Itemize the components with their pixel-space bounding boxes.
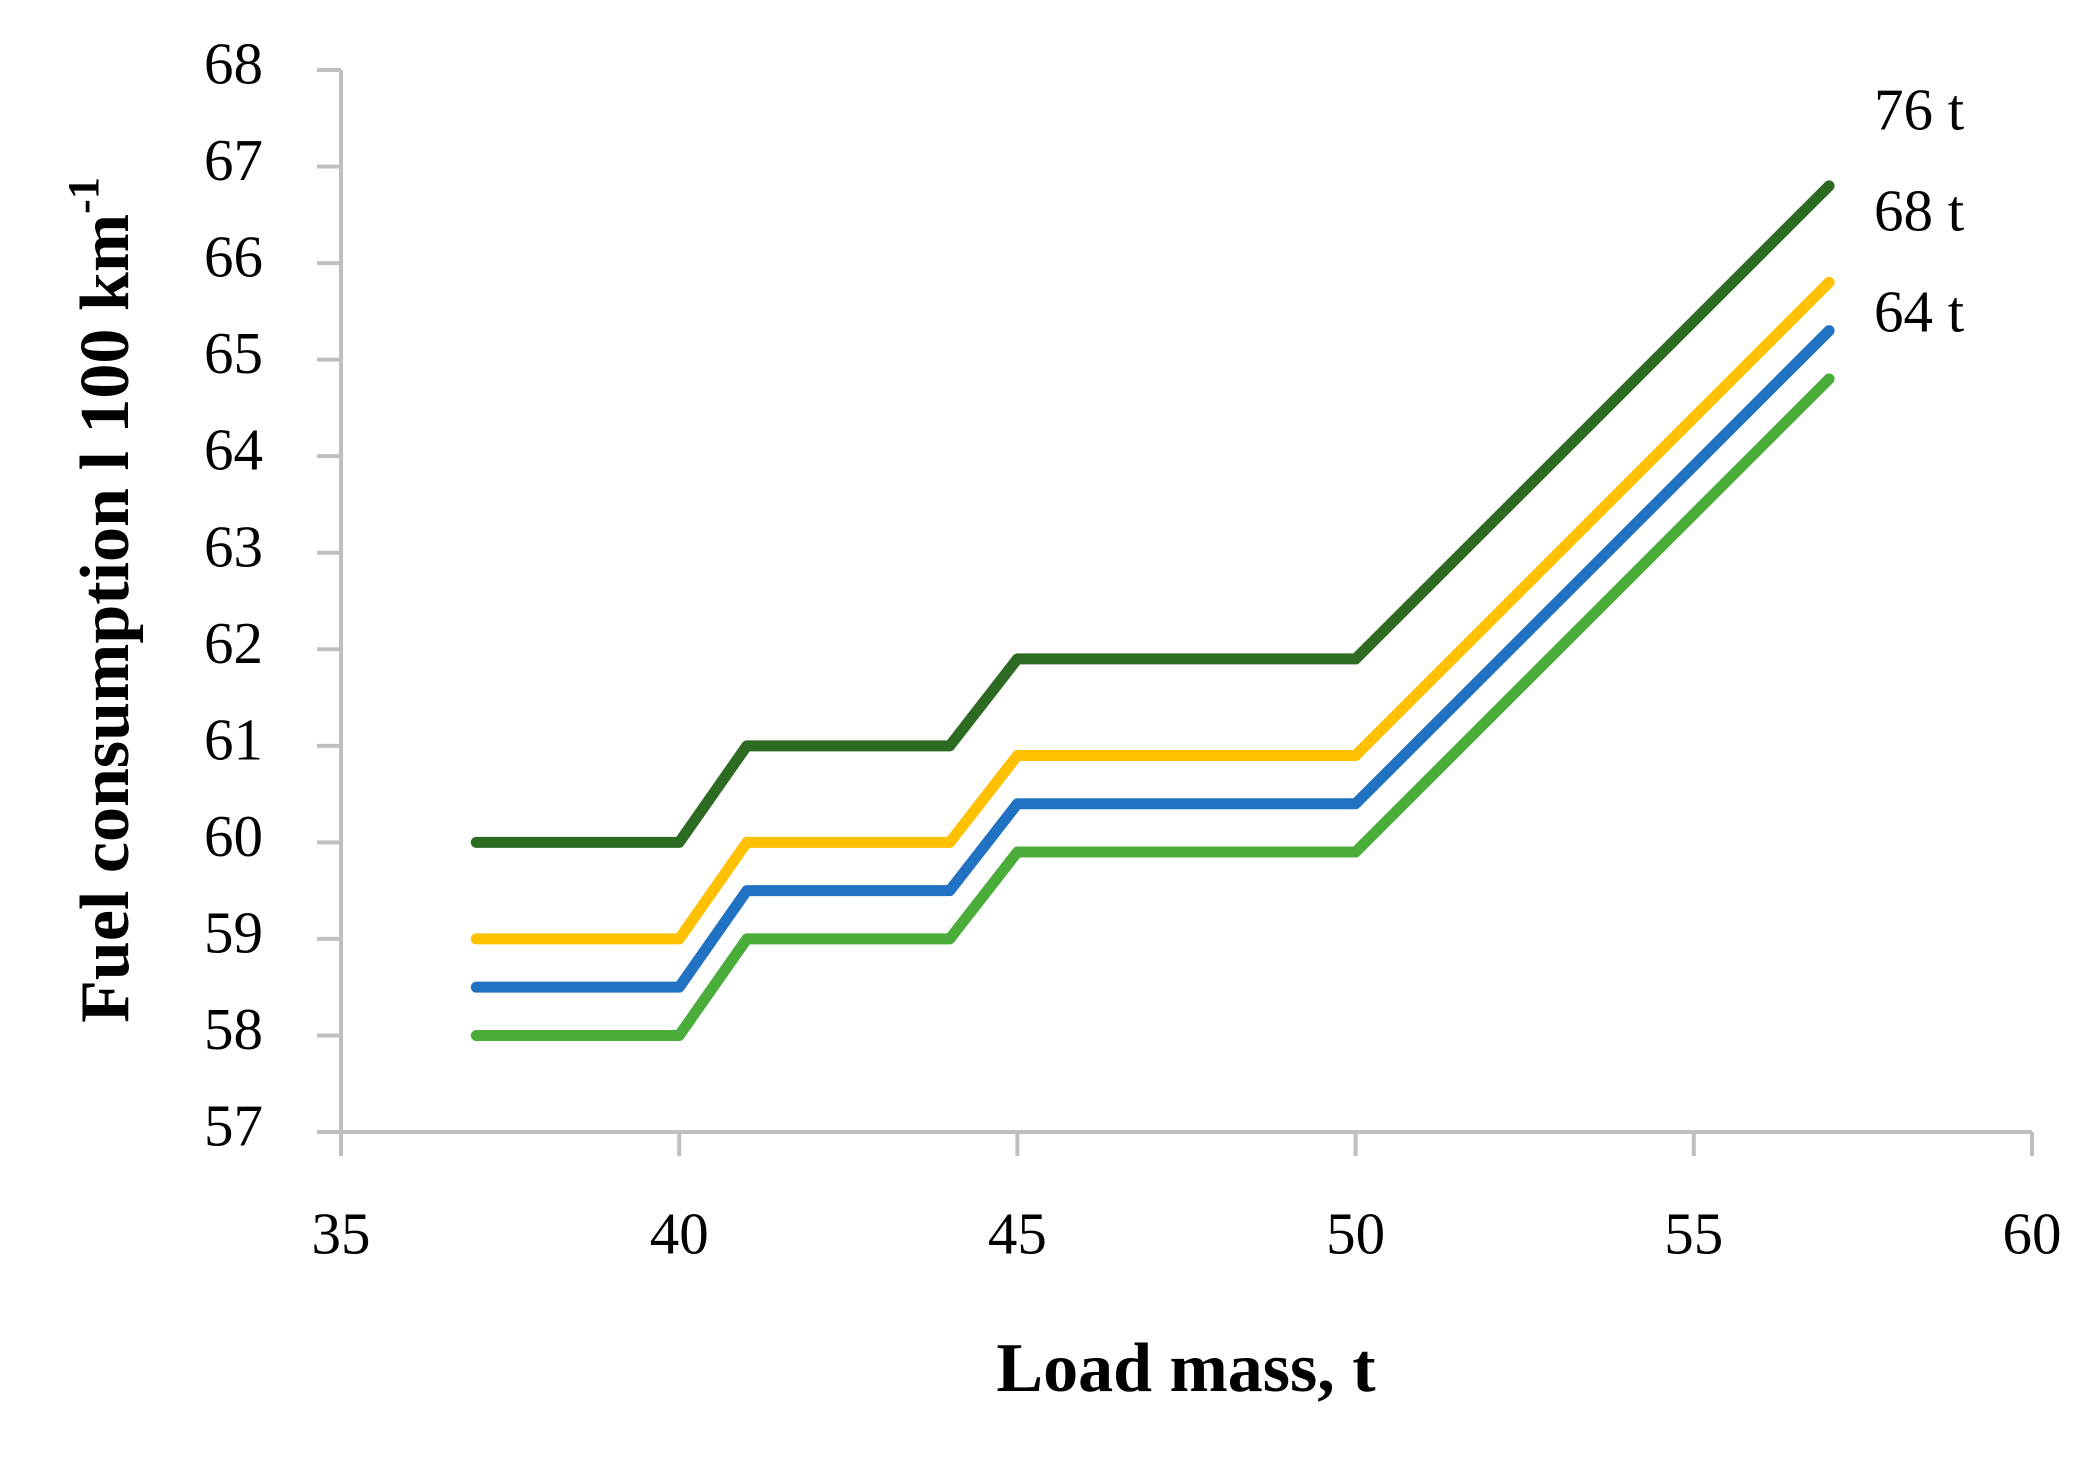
x-axis-title: Load mass, t — [996, 1330, 1375, 1407]
y-tick-label: 59 — [204, 899, 263, 965]
y-tick-label: 68 — [204, 31, 263, 97]
y-axis-title-main: Fuel consumption l 100 km — [67, 214, 144, 1023]
x-tick-label: 60 — [2003, 1201, 2062, 1267]
y-tick-label: 57 — [204, 1093, 263, 1159]
y-axis-title: Fuel consumption l 100 km-1 — [59, 177, 144, 1023]
x-tick-label: 40 — [650, 1201, 709, 1267]
y-tick-label: 58 — [204, 996, 263, 1062]
x-tick-label: 35 — [312, 1201, 371, 1267]
y-tick-label: 63 — [204, 513, 263, 579]
series-line — [470, 180, 1835, 848]
x-tick-label: 50 — [1326, 1201, 1385, 1267]
series-line — [470, 373, 1835, 1041]
y-tick-label: 64 — [204, 417, 263, 483]
series-line — [470, 325, 1835, 993]
y-tick-label: 66 — [204, 224, 263, 290]
y-axis-title-superscript: -1 — [59, 177, 108, 214]
y-tick-label: 65 — [204, 320, 263, 386]
y-tick-label: 62 — [204, 610, 263, 676]
series-line — [470, 276, 1835, 945]
series-label: 68 t — [1874, 178, 1965, 244]
series-label: 64 t — [1874, 279, 1965, 345]
x-tick-label: 45 — [988, 1201, 1047, 1267]
series-label: 76 t — [1874, 77, 1965, 143]
y-tick-label: 60 — [204, 803, 263, 869]
y-tick-label: 61 — [204, 706, 263, 772]
y-tick-label: 67 — [204, 127, 263, 193]
x-tick-label: 55 — [1664, 1201, 1723, 1267]
